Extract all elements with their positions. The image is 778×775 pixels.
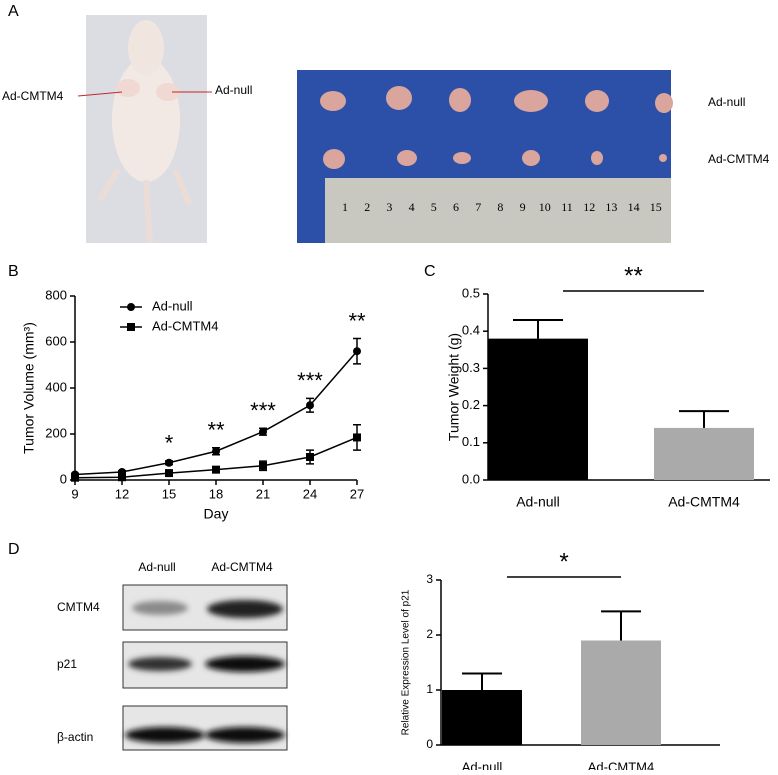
ruler-number: 9 <box>520 200 526 214</box>
x-axis-label: Day <box>204 506 229 522</box>
x-tick-label: 27 <box>350 486 364 501</box>
y-tick-label: 0.1 <box>462 434 480 449</box>
marker <box>118 473 126 482</box>
marker <box>259 427 267 436</box>
marker <box>306 401 314 410</box>
y-axis-label: Relative Expression Level of p21 <box>401 589 412 735</box>
y-tick-label: 0.5 <box>462 285 480 300</box>
ruler-number: 10 <box>539 200 551 214</box>
x-tick-label: 15 <box>162 486 176 501</box>
y-axis-label: Tumor Weight (g) <box>446 333 462 441</box>
legend-label: Ad-CMTM4 <box>152 318 218 333</box>
significance: ** <box>624 262 643 289</box>
significance: * <box>165 431 174 456</box>
ruler-number: 6 <box>453 200 459 214</box>
photo-label: Ad-CMTM4 <box>2 89 64 103</box>
y-tick-label: 1 <box>426 682 433 696</box>
ruler-number: 12 <box>583 200 595 214</box>
error-bar <box>462 672 502 690</box>
x-tick-label: 21 <box>256 486 270 501</box>
panel-label: C <box>424 263 436 280</box>
significance: *** <box>297 368 323 393</box>
y-axis-label: Tumor Volume (mm³) <box>21 322 37 454</box>
ruler-number: 1 <box>342 200 348 214</box>
marker <box>212 465 220 474</box>
x-tick-label: 24 <box>303 486 317 501</box>
panel-label: B <box>8 263 19 280</box>
error-bar <box>601 610 641 641</box>
y-tick-label: 0.2 <box>462 397 480 412</box>
marker <box>165 458 173 467</box>
ruler-number: 7 <box>475 200 481 214</box>
mouse-photo <box>86 15 207 244</box>
marker <box>353 433 361 442</box>
ruler-number: 4 <box>409 200 415 214</box>
legend-marker <box>127 303 135 311</box>
ruler-number: 8 <box>497 200 503 214</box>
y-tick-label: 0.4 <box>462 323 480 338</box>
y-tick-label: 2 <box>426 627 433 641</box>
bar <box>488 338 588 480</box>
error-bar <box>679 410 729 428</box>
x-tick-label: 18 <box>209 486 223 501</box>
y-tick-label: 0.0 <box>462 471 480 486</box>
significance: * <box>559 548 568 575</box>
y-tick-label: 600 <box>45 333 67 348</box>
marker <box>259 461 267 470</box>
panel-label: A <box>8 3 19 20</box>
panel-label: D <box>8 541 20 558</box>
y-tick-label: 200 <box>45 425 67 440</box>
error-bar <box>513 319 563 339</box>
protein-label: CMTM4 <box>57 600 100 614</box>
marker <box>165 469 173 478</box>
marker <box>306 453 314 461</box>
marker <box>212 447 220 456</box>
ruler-number: 3 <box>386 200 392 214</box>
ruler-number: 14 <box>628 200 640 214</box>
legend-label: Ad-null <box>152 298 193 313</box>
pointer-line <box>77 91 123 97</box>
protein-label: β-actin <box>57 730 93 744</box>
tumor-photo <box>297 70 673 243</box>
y-tick-label: 0 <box>426 737 433 751</box>
x-tick-label: 12 <box>115 486 129 501</box>
y-tick-label: 800 <box>45 287 67 302</box>
y-tick-label: 400 <box>45 379 67 394</box>
significance: *** <box>250 398 276 423</box>
x-tick-label: Ad-null <box>462 759 503 770</box>
legend-marker <box>127 323 135 331</box>
y-tick-label: 0 <box>60 471 67 486</box>
significance: ** <box>207 418 225 443</box>
photo-label: Ad-CMTM4 <box>708 152 770 166</box>
x-tick-label: 9 <box>71 486 78 501</box>
ruler-number: 5 <box>431 200 437 214</box>
lane-label: Ad-null <box>138 560 175 574</box>
marker <box>71 473 79 482</box>
marker <box>353 347 361 356</box>
x-tick-label: Ad-CMTM4 <box>668 494 740 510</box>
protein-label: p21 <box>57 657 77 671</box>
x-tick-label: Ad-CMTM4 <box>588 759 654 770</box>
x-tick-label: Ad-null <box>516 494 560 510</box>
y-tick-label: 3 <box>426 572 433 586</box>
ruler-number: 11 <box>561 200 573 214</box>
photo-label: Ad-null <box>215 83 252 97</box>
bar <box>654 427 754 480</box>
bar <box>442 690 522 745</box>
y-tick-label: 0.3 <box>462 360 480 375</box>
ruler-number: 2 <box>364 200 370 214</box>
lane-label: Ad-CMTM4 <box>211 560 273 574</box>
ruler-number: 13 <box>605 200 617 214</box>
blot <box>122 584 288 751</box>
photo-label: Ad-null <box>708 95 745 109</box>
bar <box>581 640 661 745</box>
significance: ** <box>348 308 366 333</box>
ruler-number: 15 <box>650 200 662 214</box>
